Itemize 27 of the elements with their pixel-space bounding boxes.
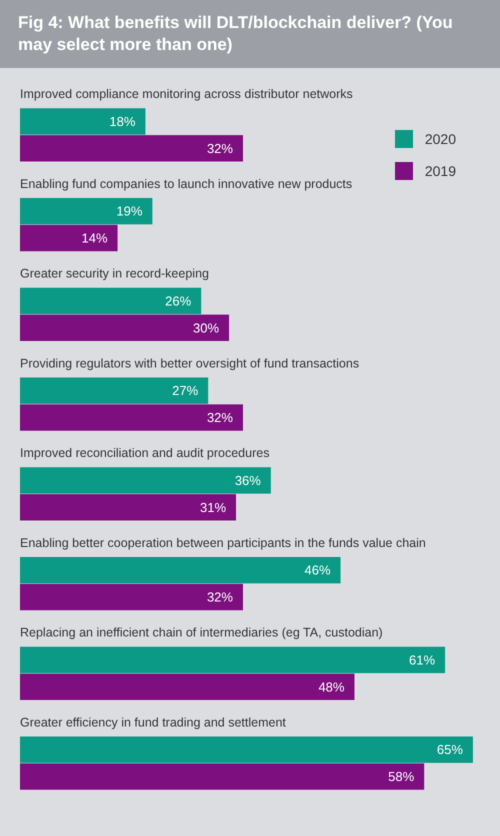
data-label: 14% — [82, 230, 108, 246]
data-label: 26% — [165, 293, 192, 308]
y-tick-label: Greater efficiency in fund trading and settlement — [20, 715, 286, 730]
legend-label: 2020 — [424, 131, 456, 147]
data-label: 32% — [206, 410, 234, 426]
data-label: 18% — [109, 114, 136, 129]
data-label: 32% — [206, 590, 234, 605]
data-label: 61% — [409, 652, 436, 668]
data-label: 36% — [234, 472, 262, 488]
data-label: 19% — [116, 204, 143, 219]
y-tick-label: Enabling fund companies to launch innovative new products — [20, 176, 352, 191]
data-label: 32% — [206, 140, 234, 156]
data-label: 46% — [304, 562, 331, 578]
data-label: 30% — [193, 320, 220, 336]
data-label: 65% — [436, 742, 464, 758]
data-label: 27% — [172, 383, 199, 398]
y-tick-label: Enabling better cooperation between participants in the funds value chain — [20, 536, 426, 550]
y-tick-label: Greater security in record-keeping — [20, 266, 210, 281]
data-label: 58% — [388, 769, 415, 784]
legend-label: 2019 — [424, 163, 456, 179]
data-label: 48% — [318, 679, 345, 694]
y-tick-label: Replacing an inefficient chain of intermediaries (eg TA, custodian) — [20, 626, 383, 640]
y-tick-label: Improved reconciliation and audit procedures — [20, 446, 270, 460]
chart-title: Fig 4: What benefits will DLT/blockchain deliver? (You may select more than one) — [0, 0, 500, 68]
y-tick-label: Providing regulators with better oversight of fund transactions — [20, 356, 360, 370]
data-label: 31% — [200, 500, 226, 515]
y-tick-label: Improved compliance monitoring across distributor networks — [20, 87, 353, 102]
